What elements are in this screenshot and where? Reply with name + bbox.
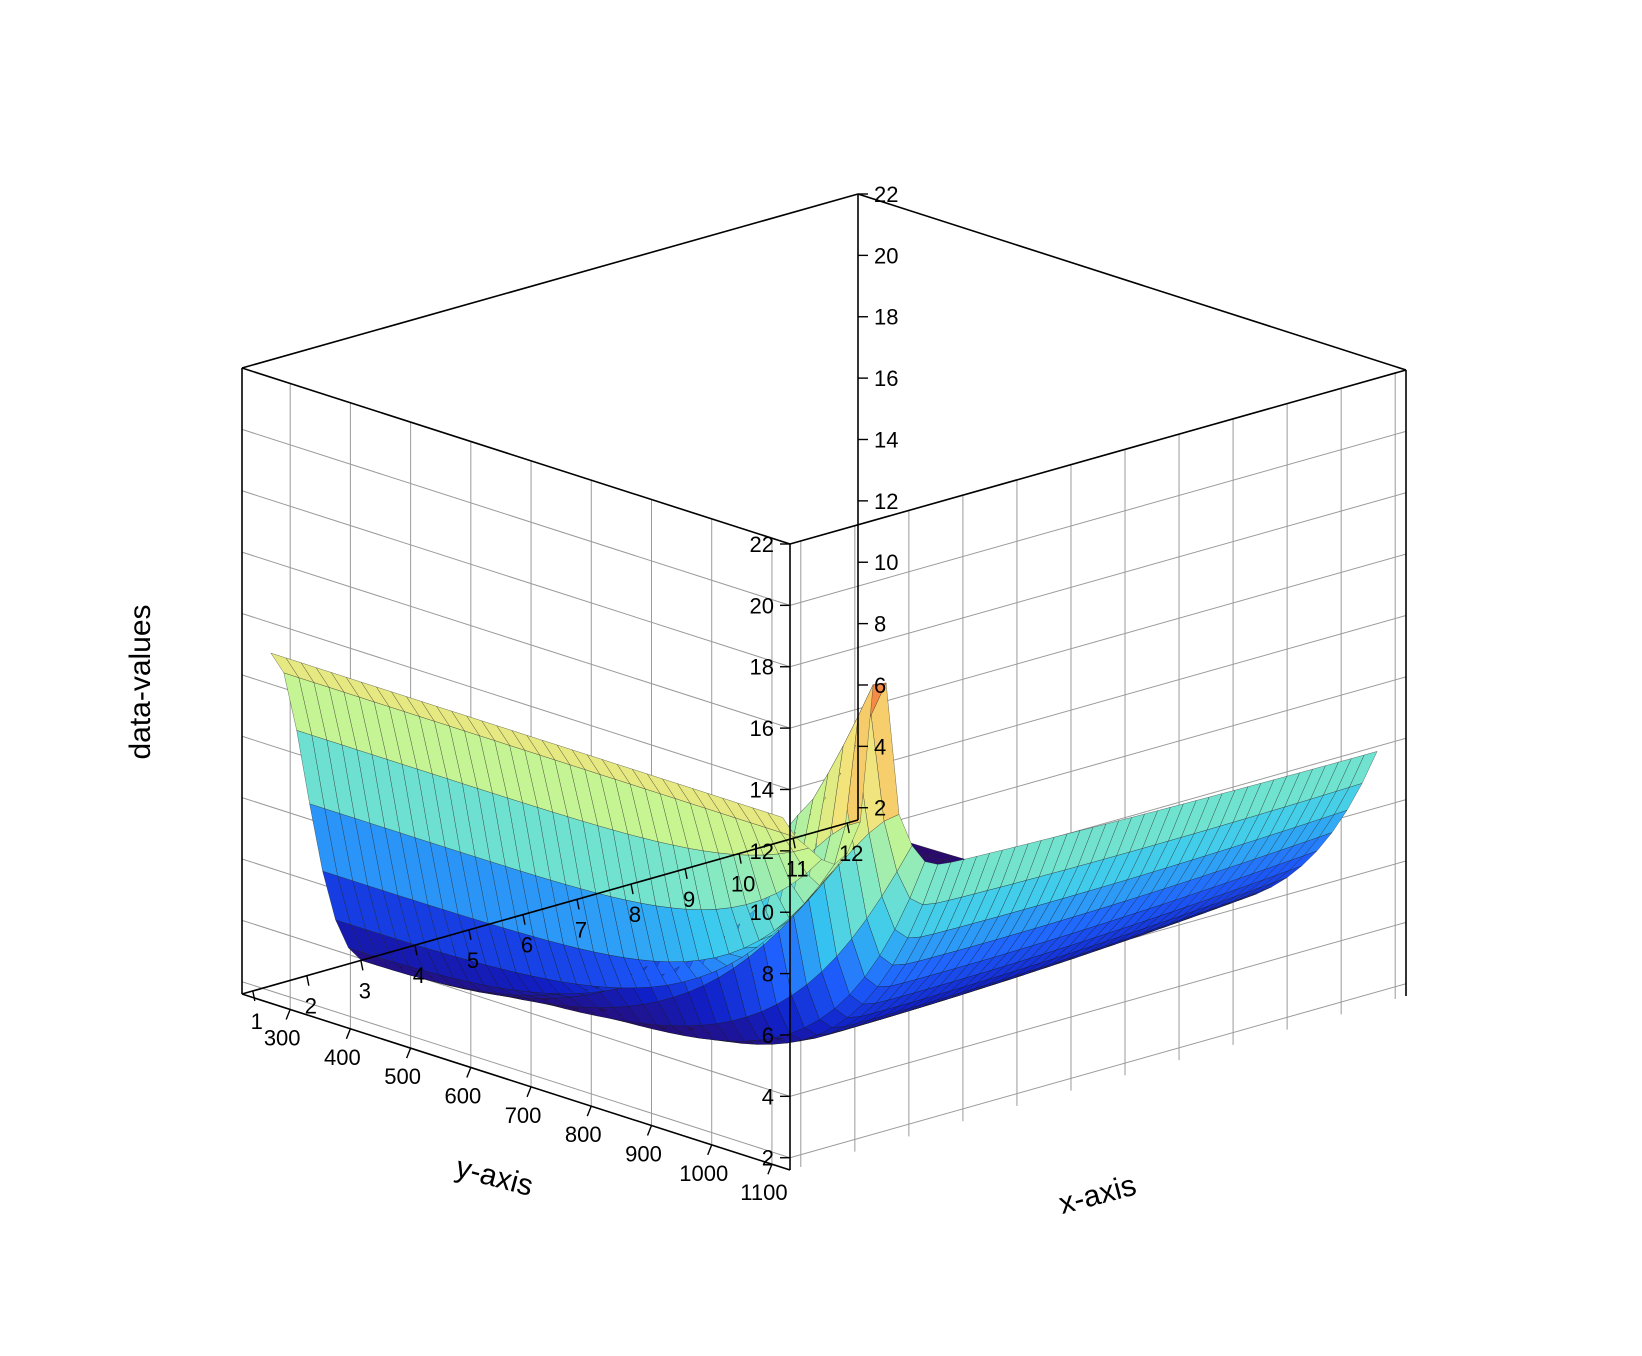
y-tick-mark xyxy=(345,1028,352,1040)
z-tick-label: 6 xyxy=(762,1023,774,1048)
z-tick-label: 10 xyxy=(750,900,774,925)
x-tick-mark xyxy=(576,899,580,910)
x-tick-label: 6 xyxy=(521,933,533,958)
z-tick-label: 8 xyxy=(874,612,886,637)
z-tick-label: 8 xyxy=(762,962,774,987)
y-tick-label: 500 xyxy=(384,1064,421,1089)
z-tick-label: 4 xyxy=(874,734,886,759)
y-tick-mark xyxy=(767,1163,773,1175)
frame-edge xyxy=(789,369,1407,545)
frame-edge xyxy=(241,993,791,1171)
y-axis-title: y-axis xyxy=(452,1151,536,1203)
frame-edge xyxy=(241,819,859,995)
surface-patch xyxy=(270,652,300,679)
z-tick-label: 20 xyxy=(874,243,898,268)
frame-edge xyxy=(241,367,791,545)
x-tick-mark xyxy=(846,822,850,834)
frame-edge xyxy=(241,193,859,369)
z-tick-label: 16 xyxy=(874,366,898,391)
grid-line xyxy=(241,428,791,606)
grid-line xyxy=(789,983,1407,1159)
z-tick-label: 12 xyxy=(750,839,774,864)
z-tick-label: 20 xyxy=(750,593,774,618)
x-tick-mark xyxy=(468,929,472,941)
z-tick-label: 22 xyxy=(750,532,774,557)
y-tick-mark xyxy=(526,1086,532,1098)
x-tick-label: 8 xyxy=(629,902,641,927)
z-tick-label: 14 xyxy=(750,777,774,802)
y-tick-label: 800 xyxy=(565,1122,602,1147)
z-axis-title: data-values xyxy=(124,604,157,759)
grid-line xyxy=(789,553,1407,729)
z-tick-label: 18 xyxy=(750,655,774,680)
y-tick-mark xyxy=(646,1125,653,1136)
x-tick-label: 1 xyxy=(251,1009,263,1034)
x-tick-label: 7 xyxy=(575,917,587,942)
grid-line xyxy=(789,921,1407,1097)
x-tick-mark xyxy=(792,838,796,849)
frame-edge xyxy=(857,193,1407,371)
x-tick-mark xyxy=(252,990,256,1002)
z-tick-label: 2 xyxy=(874,796,886,821)
y-tick-label: 1000 xyxy=(679,1161,728,1186)
y-tick-mark xyxy=(466,1067,472,1078)
z-tick-labels-left: 2 4 6 8 10 12 14 16 18 20 22 xyxy=(750,532,790,1171)
grid-line xyxy=(241,490,791,668)
x-tick-label: 2 xyxy=(305,994,317,1019)
y-tick-label: 700 xyxy=(505,1103,542,1128)
y-tick-label: 900 xyxy=(625,1142,662,1167)
y-tick-mark xyxy=(285,1009,291,1020)
z-tick-label: 12 xyxy=(874,489,898,514)
y-tick-mark xyxy=(405,1047,412,1059)
x-tick-mark xyxy=(414,945,418,956)
y-tick-label: 300 xyxy=(264,1025,301,1050)
x-tick-label: 4 xyxy=(413,963,425,988)
y-tick-labels: 1100 1000 900 800 700 600 500 400 300 xyxy=(264,1009,788,1205)
x-tick-label: 5 xyxy=(467,948,479,973)
y-tick-mark xyxy=(707,1144,713,1156)
z-tick-label: 14 xyxy=(874,427,898,452)
grid-line xyxy=(241,613,791,790)
x-tick-label: 10 xyxy=(731,872,755,897)
grid-line xyxy=(241,551,791,729)
x-axis-title: x-axis xyxy=(1055,1169,1139,1221)
x-tick-mark xyxy=(684,868,688,879)
x-tick-label: 11 xyxy=(786,856,809,881)
x-tick-label: 3 xyxy=(359,978,371,1003)
y-tick-label: 1100 xyxy=(740,1180,787,1205)
x-tick-label: 12 xyxy=(839,841,863,866)
x-tick-mark xyxy=(306,975,310,986)
z-tick-label: 22 xyxy=(874,182,898,207)
z-tick-label: 18 xyxy=(874,305,898,330)
z-tick-label: 2 xyxy=(762,1146,774,1171)
z-tick-labels-right: 2 4 6 8 10 12 14 16 18 20 22 xyxy=(858,182,898,821)
y-tick-label: 600 xyxy=(444,1083,481,1108)
z-tick-label: 16 xyxy=(750,716,774,741)
z-tick-label: 6 xyxy=(874,673,886,698)
z-tick-label: 4 xyxy=(762,1084,774,1109)
z-tick-label: 10 xyxy=(874,550,898,575)
box-frame xyxy=(241,193,1407,1171)
x-tick-mark xyxy=(630,883,634,895)
y-tick-mark xyxy=(586,1105,592,1117)
x-tick-label: 9 xyxy=(683,887,695,912)
grid-line xyxy=(789,430,1407,606)
grid-line xyxy=(241,919,791,1097)
surface-mesh xyxy=(270,652,1378,1045)
grid-line xyxy=(789,492,1407,668)
x-tick-mark xyxy=(522,914,526,925)
x-tick-mark xyxy=(738,853,742,864)
grid-line xyxy=(241,981,791,1159)
y-tick-label: 400 xyxy=(324,1045,361,1070)
x-tick-mark xyxy=(360,960,364,971)
